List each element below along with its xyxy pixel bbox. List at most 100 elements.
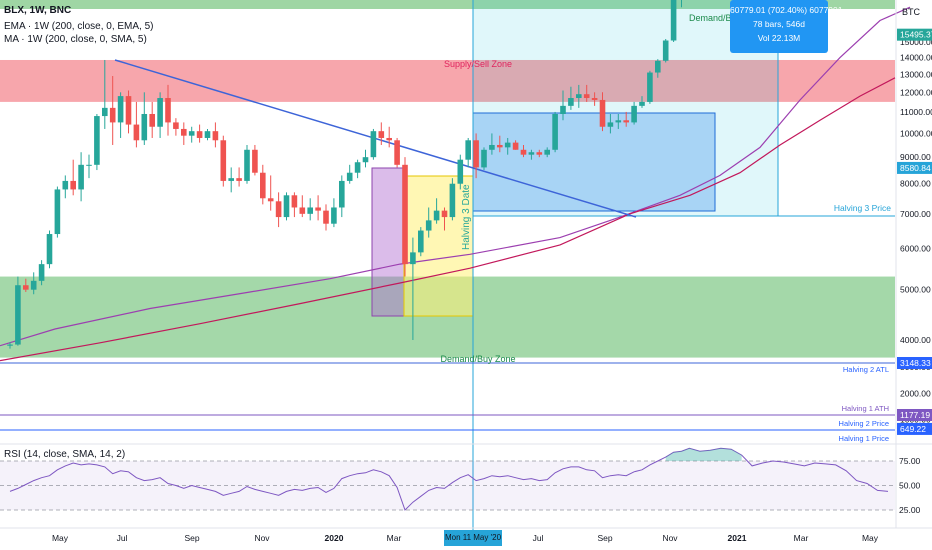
tooltip-volume: Vol 22.13M xyxy=(757,33,801,43)
yellow-range-box xyxy=(403,175,474,317)
candle-body xyxy=(497,144,503,148)
price-tick-label: 6000.00 xyxy=(900,244,931,254)
candle-body xyxy=(196,131,203,138)
candle-body xyxy=(23,285,29,290)
rsi-tick-label: 25.00 xyxy=(899,505,921,515)
time-tick-label: Nov xyxy=(662,533,678,543)
candle-body xyxy=(552,113,558,150)
ema200-line xyxy=(0,6,911,347)
ema-legend[interactable]: EMA · 1W (200, close, 0, EMA, 5) xyxy=(4,21,154,32)
price-badge xyxy=(897,161,932,174)
candle-body xyxy=(504,142,511,148)
candle-body xyxy=(323,210,329,224)
candle-body xyxy=(583,94,590,99)
ma-legend[interactable]: MA · 1W (200, close, 0, SMA, 5) xyxy=(4,34,147,45)
time-tick-label: May xyxy=(862,533,879,543)
time-axis[interactable]: May Jul Sep Nov 2020 Mar Jul Sep Nov 2021 Mar May xyxy=(0,527,932,543)
candle-body xyxy=(252,149,258,173)
candle-body xyxy=(133,124,140,141)
halving2-atl-label: Halving 2 ATL xyxy=(843,365,889,374)
demand-zone-top-label: Demand/B xyxy=(689,13,732,23)
candle-body xyxy=(599,99,606,127)
candle-body xyxy=(62,180,69,190)
candle-body xyxy=(354,162,361,173)
candle-body xyxy=(425,220,432,231)
symbol-title[interactable]: BLX, 1W, BNC xyxy=(4,5,72,16)
candle-body xyxy=(639,101,645,106)
price-tick-label: 10000.00 xyxy=(900,128,932,138)
price-tick-label: 15000.00 xyxy=(900,37,932,47)
time-tick-label: Sep xyxy=(184,533,199,543)
candle-body xyxy=(670,0,677,41)
candle-body xyxy=(30,280,37,290)
crosshair-date-badge: Mon 11 May '20 xyxy=(444,530,502,546)
candle-body xyxy=(346,172,353,181)
candle-body xyxy=(212,131,219,141)
candle-body xyxy=(102,107,108,117)
tooltip-change: 60779.01 (702.40%) 6077901 xyxy=(730,5,843,15)
price-axis[interactable]: BTC 15000.00 14000.00 13000.00 12000.00 11000… xyxy=(895,0,932,528)
candle-body xyxy=(283,195,290,218)
price-badge xyxy=(897,357,932,369)
candle-body xyxy=(244,149,250,181)
candle-body xyxy=(418,230,424,253)
price-tick-label: 13000.00 xyxy=(900,69,932,79)
candle-body xyxy=(568,98,574,106)
candle-body xyxy=(54,189,61,235)
candle-body xyxy=(386,137,392,141)
candle-body xyxy=(204,131,211,138)
demand-zone-top-rect xyxy=(0,0,895,9)
candle-body xyxy=(220,140,227,181)
price-tick-label: 7000.00 xyxy=(900,209,931,219)
purple-range-box xyxy=(371,167,405,317)
rsi-legend[interactable]: RSI (14, close, SMA, 14, 2) xyxy=(4,449,126,460)
price-badge-label: 3148.33 xyxy=(900,358,931,368)
price-tick-label: 12000.00 xyxy=(900,87,932,97)
candle-body xyxy=(536,152,543,155)
candle-body xyxy=(560,105,566,114)
candle-body xyxy=(315,207,321,211)
halving1-price-label: Halving 1 Price xyxy=(839,434,889,443)
candle-body xyxy=(181,128,187,136)
candle-body xyxy=(331,207,337,224)
candle-body xyxy=(362,157,369,163)
candle-body xyxy=(46,234,53,265)
annotations-layer: Supply/Sell Zone Demand/Buy Zone Demand/B H… xyxy=(440,13,891,443)
halving2-price-label: Halving 2 Price xyxy=(839,419,889,428)
candle-body xyxy=(481,149,487,168)
candle-body xyxy=(512,142,519,150)
candle-body xyxy=(299,207,306,214)
rsi-tick-label: 50.00 xyxy=(899,481,921,491)
time-tick-label: Mar xyxy=(794,533,809,543)
candle-body xyxy=(528,152,535,155)
candle-body xyxy=(489,144,495,150)
candle-body xyxy=(457,159,464,184)
halving3-price-label: Halving 3 Price xyxy=(834,203,891,213)
candle-body xyxy=(117,96,124,123)
candle-body xyxy=(165,98,171,123)
supply-zone-rect xyxy=(0,59,895,102)
time-tick-label: May xyxy=(52,533,69,543)
rsi-overbought-fill xyxy=(665,448,742,461)
price-tick-label: 14000.00 xyxy=(900,53,932,63)
time-tick-label: 2021 xyxy=(728,533,747,543)
measure-box xyxy=(473,0,778,216)
time-tick-label: Nov xyxy=(254,533,270,543)
price-tick-label: 8000.00 xyxy=(900,179,931,189)
candle-body xyxy=(402,164,408,265)
candle-body xyxy=(607,122,614,127)
candle-body xyxy=(576,94,582,99)
candle-body xyxy=(631,105,637,123)
rsi-pane xyxy=(0,443,932,511)
tooltip-bars: 78 bars, 546d xyxy=(753,19,805,29)
time-tick-label: Mar xyxy=(387,533,402,543)
candle-body xyxy=(15,285,21,345)
candle-body xyxy=(449,183,456,218)
supply-zone-label: Supply/Sell Zone xyxy=(444,59,512,69)
candle-body xyxy=(173,122,179,129)
candle-body xyxy=(370,131,377,158)
grid-layer xyxy=(0,362,895,431)
candle-body xyxy=(647,72,653,102)
candle-body xyxy=(109,107,116,123)
